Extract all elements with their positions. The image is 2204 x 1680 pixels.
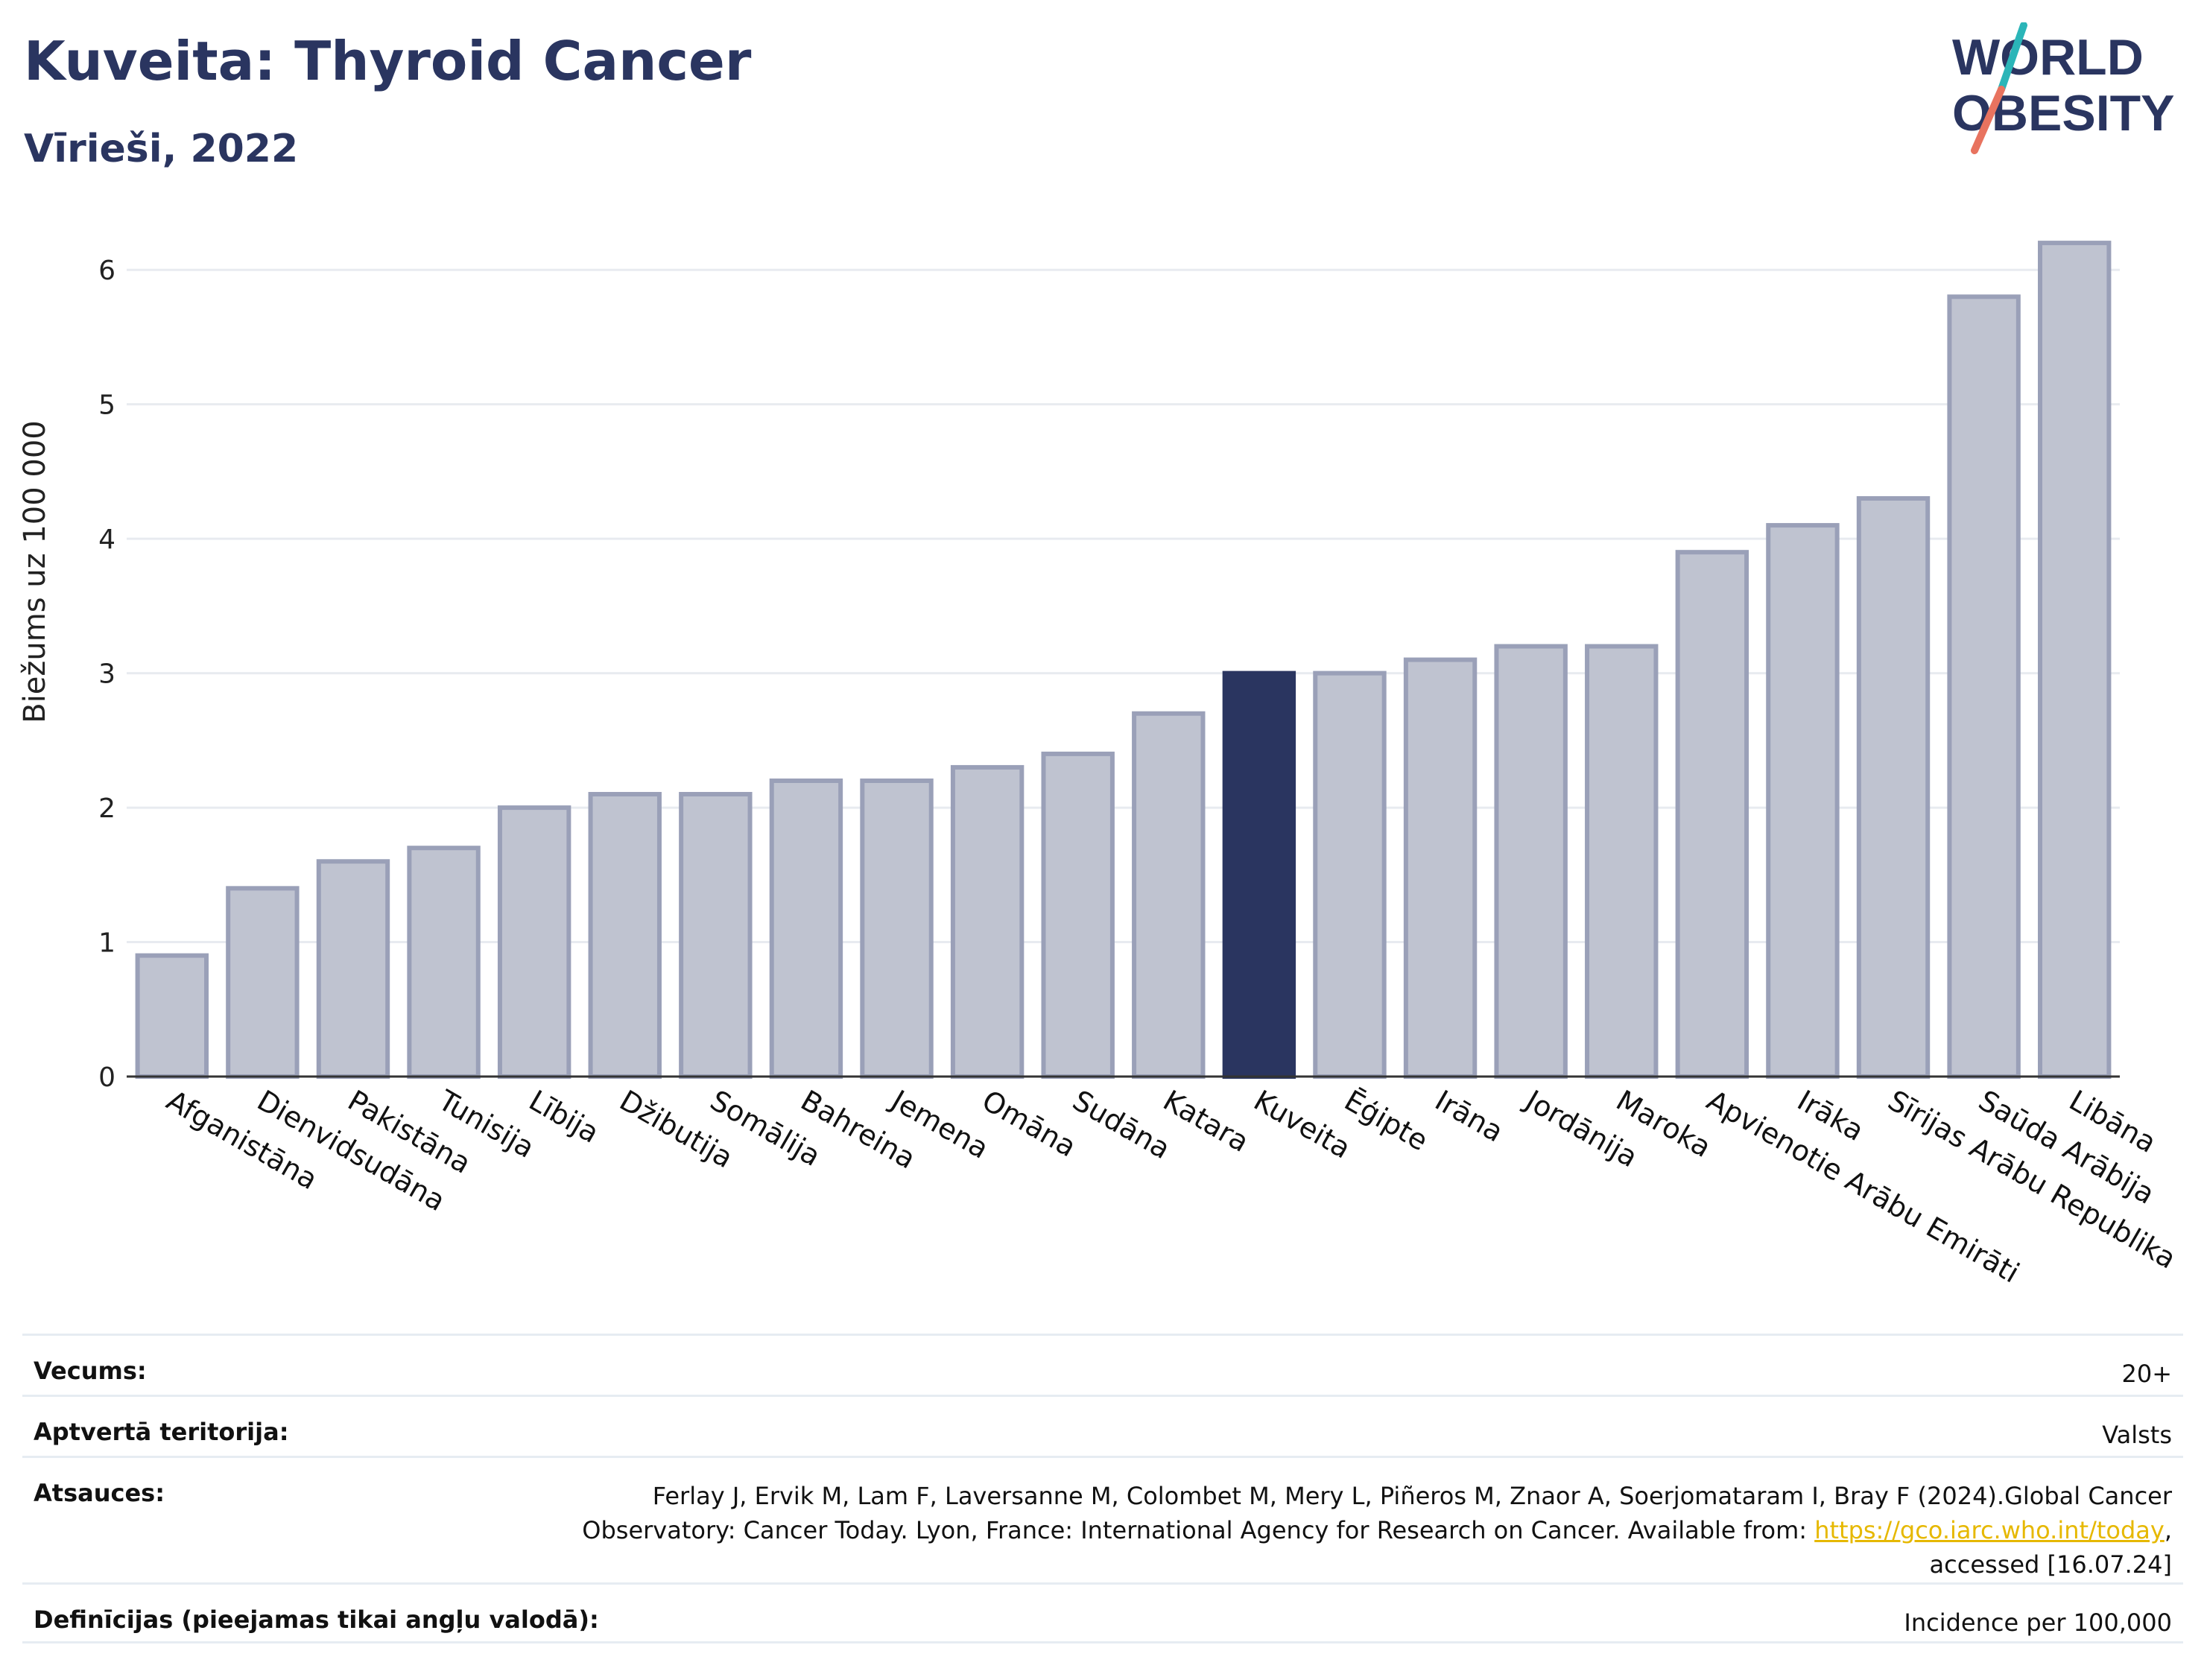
bar-12: [1222, 671, 1296, 1079]
age-value: 20+: [2121, 1360, 2172, 1388]
page-subtitle: Vīrieši, 2022: [24, 127, 299, 171]
bar-17: [1675, 550, 1749, 1079]
x-tick-label: Kuveita: [1248, 1084, 1356, 1165]
x-tick-label: Sudāna: [1067, 1084, 1176, 1166]
bar-15: [1494, 644, 1568, 1079]
bar-21: [2038, 241, 2112, 1079]
bar-3: [407, 846, 481, 1079]
info-row-coverage: Aptvertā teritorija: Valsts: [22, 1395, 2183, 1456]
coverage-label: Aptvertā teritorija:: [34, 1418, 289, 1446]
bar-14: [1403, 657, 1478, 1079]
references-line-1: Ferlay J, Ervik M, Lam F, Laversanne M, …: [652, 1482, 2172, 1510]
definitions-label: Definīcijas (pieejamas tikai angļu valod…: [34, 1605, 599, 1634]
bar-18: [1766, 523, 1840, 1079]
coverage-value: Valsts: [2102, 1421, 2172, 1449]
x-tick-label: Katara: [1158, 1084, 1255, 1158]
logo-teal-stroke: [1998, 22, 2027, 93]
y-tick-label: 2: [98, 793, 115, 824]
y-tick-label: 6: [98, 256, 115, 286]
references-line-2: Observatory: Cancer Today. Lyon, France:…: [582, 1516, 1815, 1544]
bar-chart: 0 1 2 3 4 5 6 AfganistānaDienvidsudānaPakistān…: [18, 241, 2182, 1290]
y-tick-label: 4: [98, 524, 115, 555]
y-tick-label: 1: [98, 928, 115, 959]
bar-13: [1313, 671, 1387, 1079]
bar-7: [769, 778, 843, 1079]
bar-19: [1856, 495, 1931, 1079]
bar-0: [135, 953, 209, 1079]
references-label: Atsauces:: [34, 1479, 165, 1507]
definitions-value: Incidence per 100,000: [1904, 1608, 2172, 1637]
bar-4: [497, 805, 571, 1079]
bar-8: [860, 778, 934, 1079]
x-axis-labels: AfganistānaDienvidsudānaPakistānaTunisij…: [161, 1083, 2181, 1290]
y-tick-label: 3: [98, 659, 115, 690]
info-row-references: Atsauces: Ferlay J, Ervik M, Lam F, Lave…: [22, 1456, 2183, 1582]
x-tick-label: Omāna: [977, 1084, 1082, 1164]
bar-10: [1041, 751, 1115, 1079]
info-table: Vecums: 20+ Aptvertā teritorija: Valsts …: [22, 1334, 2183, 1643]
x-tick-label: Irāna: [1430, 1084, 1509, 1149]
references-link[interactable]: https://gco.iarc.who.int/today: [1814, 1516, 2165, 1544]
info-row-age: Vecums: 20+: [22, 1334, 2183, 1395]
x-tick-label: Ēģipte: [1339, 1084, 1434, 1158]
bar-20: [1947, 294, 2021, 1079]
bar-9: [950, 764, 1025, 1079]
y-axis-ticks: 0 1 2 3 4 5 6: [98, 256, 115, 1093]
bar-2: [316, 859, 390, 1079]
y-tick-label: 0: [98, 1062, 115, 1093]
y-axis-label: Biežums uz 100 000: [18, 420, 52, 723]
bar-6: [679, 792, 753, 1079]
age-label: Vecums:: [34, 1357, 147, 1385]
page-title: Kuveita: Thyroid Cancer: [24, 30, 752, 92]
references-line-2-suffix: ,: [2164, 1516, 2172, 1544]
bar-1: [226, 886, 300, 1079]
info-row-definitions: Definīcijas (pieejamas tikai angļu valod…: [22, 1582, 2183, 1643]
references-value: Ferlay J, Ervik M, Lam F, Laversanne M, …: [582, 1479, 2172, 1582]
references-line-3: accessed [16.07.24]: [1929, 1550, 2172, 1579]
chart-bars: [135, 241, 2112, 1079]
bar-5: [588, 792, 662, 1079]
logo-text-world: WORLD: [1952, 29, 2144, 86]
bar-16: [1585, 644, 1659, 1079]
bar-11: [1132, 711, 1206, 1079]
logo-coral-stroke: [1971, 86, 2005, 154]
y-tick-label: 5: [98, 390, 115, 421]
world-obesity-logo: WORLD OBESITY: [1952, 22, 2175, 154]
